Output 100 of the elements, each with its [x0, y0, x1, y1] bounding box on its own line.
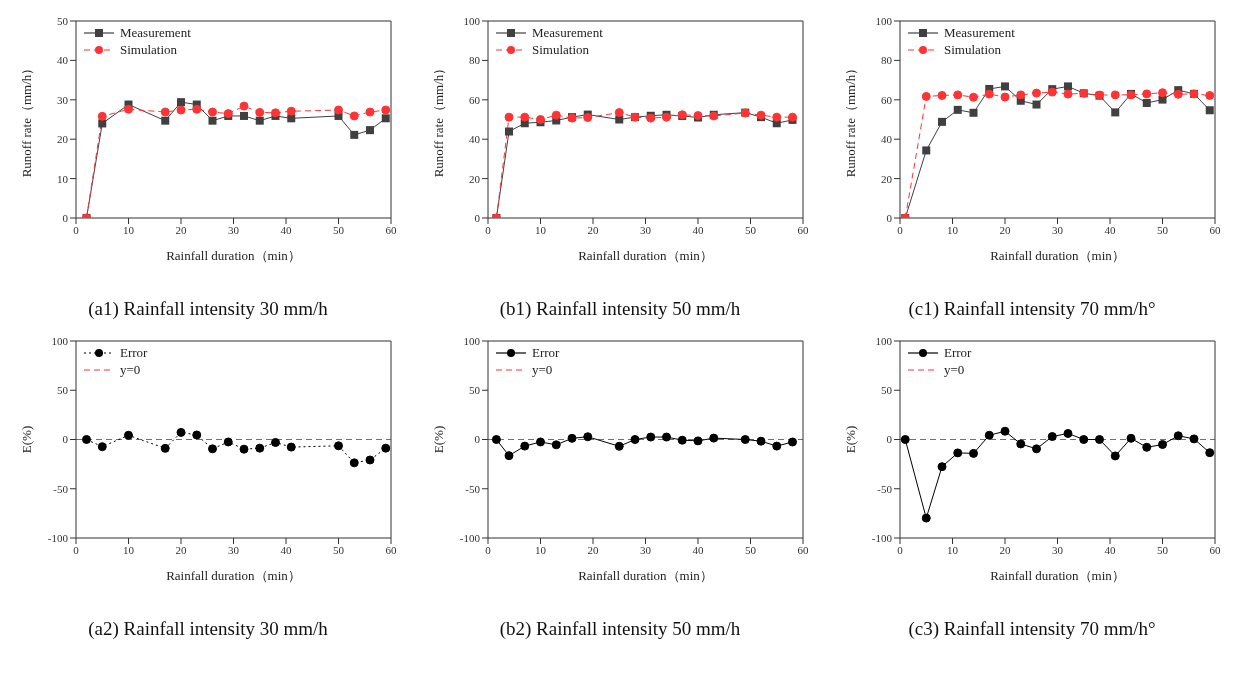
y-axis-title: Runoff rate（mm/h） [18, 61, 34, 178]
y-tick-label: 50 [57, 14, 69, 27]
x-tick-label: 60 [797, 543, 809, 556]
legend-label: Error [944, 344, 972, 361]
legend-label: Measurement [944, 24, 1015, 41]
x-tick-label: 20 [587, 223, 599, 236]
y-axis-title: Runoff rate（mm/h） [842, 61, 858, 178]
x-tick-label: 20 [999, 543, 1011, 556]
y-tick-label: 0 [886, 433, 893, 446]
y-tick-label: 100 [463, 14, 481, 27]
x-tick-label: 0 [73, 223, 80, 236]
y-axis-title: E(%) [430, 425, 446, 454]
y-tick-label: -50 [877, 482, 893, 495]
x-tick-label: 40 [692, 543, 704, 556]
y-tick-label: -50 [53, 482, 69, 495]
x-tick-label: 40 [692, 223, 704, 236]
y-tick-label: 60 [881, 93, 893, 106]
x-axis-title: Rainfall duration（min） [166, 248, 301, 263]
x-tick-label: 50 [1157, 223, 1169, 236]
x-tick-label: 60 [385, 543, 397, 556]
y-tick-label: -100 [459, 531, 481, 544]
y-tick-label: 80 [469, 54, 481, 67]
y-tick-label: -100 [47, 531, 69, 544]
legend-label: Measurement [532, 24, 603, 41]
y-axis-title: E(%) [842, 425, 858, 454]
x-axis-title: Rainfall duration（min） [578, 248, 713, 263]
x-tick-label: 0 [897, 223, 904, 236]
x-tick-label: 10 [123, 543, 135, 556]
x-tick-label: 10 [947, 543, 959, 556]
x-tick-label: 20 [175, 543, 187, 556]
x-axis-title: Rainfall duration（min） [990, 568, 1125, 583]
x-tick-label: 30 [1052, 223, 1064, 236]
y-tick-label: 100 [875, 334, 893, 347]
x-axis-title: Rainfall duration（min） [578, 568, 713, 583]
legend-label: Error [120, 344, 148, 361]
x-tick-label: 50 [745, 543, 757, 556]
y-tick-label: 60 [469, 93, 481, 106]
text: (b2) Rainfall intensity 50 mm/h [498, 618, 742, 640]
y-tick-label: 0 [886, 211, 893, 224]
legend-label: Simulation [532, 41, 590, 58]
x-tick-label: 60 [1209, 543, 1221, 556]
x-tick-label: 10 [947, 223, 959, 236]
x-tick-label: 50 [745, 223, 757, 236]
legend-label: Simulation [120, 41, 178, 58]
x-tick-label: 30 [228, 223, 240, 236]
text: (c3) Rainfall intensity 70 mm/h° [907, 618, 1157, 640]
x-tick-label: 0 [485, 223, 492, 236]
legend-label: y=0 [120, 361, 141, 378]
y-tick-label: 50 [469, 384, 481, 397]
x-axis-title: Rainfall duration（min） [166, 568, 301, 583]
legend-label: y=0 [944, 361, 965, 378]
legend-label: Error [532, 344, 560, 361]
y-tick-label: 20 [57, 133, 69, 146]
x-tick-label: 20 [587, 543, 599, 556]
y-axis-title: E(%) [18, 425, 34, 454]
x-tick-label: 50 [333, 223, 345, 236]
text: (a1) Rainfall intensity 30 mm/h [87, 298, 329, 320]
y-tick-label: 80 [881, 54, 893, 67]
y-tick-label: 0 [62, 433, 69, 446]
x-tick-label: 50 [1157, 543, 1169, 556]
x-tick-label: 40 [1104, 223, 1116, 236]
x-tick-label: 30 [640, 543, 652, 556]
x-tick-label: 0 [73, 543, 80, 556]
text: (a2) Rainfall intensity 30 mm/h [87, 618, 329, 640]
x-tick-label: 40 [1104, 543, 1116, 556]
legend-label: y=0 [532, 361, 553, 378]
legend-label: Measurement [120, 24, 191, 41]
x-tick-label: 30 [1052, 543, 1064, 556]
y-tick-label: 100 [51, 334, 69, 347]
x-tick-label: 40 [280, 543, 292, 556]
text: (b1) Rainfall intensity 50 mm/h [498, 298, 742, 320]
x-tick-label: 30 [640, 223, 652, 236]
x-tick-label: 10 [535, 223, 547, 236]
y-tick-label: 40 [469, 133, 481, 146]
y-axis-title: Runoff rate（mm/h） [430, 61, 446, 178]
y-tick-label: 50 [57, 384, 69, 397]
x-tick-label: 10 [123, 223, 135, 236]
y-tick-label: 0 [62, 211, 69, 224]
y-tick-label: 20 [881, 172, 893, 185]
x-tick-label: 50 [333, 543, 345, 556]
y-tick-label: -50 [465, 482, 481, 495]
legend-label: Simulation [944, 41, 1002, 58]
y-tick-label: 100 [875, 14, 893, 27]
x-tick-label: 60 [385, 223, 397, 236]
x-tick-label: 40 [280, 223, 292, 236]
y-tick-label: -100 [871, 531, 893, 544]
y-tick-label: 0 [474, 211, 481, 224]
x-tick-label: 20 [175, 223, 187, 236]
y-tick-label: 0 [474, 433, 481, 446]
y-tick-label: 100 [463, 334, 481, 347]
y-tick-label: 30 [57, 93, 69, 106]
x-tick-label: 30 [228, 543, 240, 556]
y-tick-label: 40 [57, 54, 69, 67]
x-tick-label: 0 [485, 543, 492, 556]
y-tick-label: 20 [469, 172, 481, 185]
x-tick-label: 10 [535, 543, 547, 556]
x-tick-label: 60 [1209, 223, 1221, 236]
x-axis-title: Rainfall duration（min） [990, 248, 1125, 263]
y-tick-label: 50 [881, 384, 893, 397]
y-tick-label: 10 [57, 172, 69, 185]
